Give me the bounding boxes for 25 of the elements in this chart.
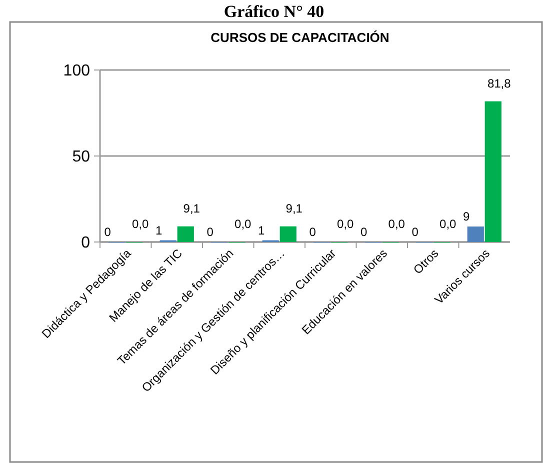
data-label: 1: [155, 223, 162, 238]
data-label: 9,1: [183, 201, 200, 216]
data-label: 0,0: [337, 217, 354, 231]
y-tick-label: 100: [63, 62, 90, 80]
data-label: 0: [206, 225, 214, 239]
data-label: 0,0: [234, 217, 252, 231]
data-label: 0: [360, 225, 368, 239]
data-label: 0: [309, 225, 316, 239]
data-label: 81,8: [487, 76, 512, 90]
data-label: 0: [104, 225, 112, 239]
y-tick-label: 50: [72, 148, 90, 166]
bar: [467, 226, 484, 242]
chart-subtitle: CURSOS DE CAPACITACIÓN: [210, 30, 390, 45]
data-label: 1: [258, 223, 265, 238]
data-label: 0,0: [440, 217, 457, 231]
bar: [177, 226, 194, 242]
data-label: 0,0: [132, 217, 150, 231]
data-label: 0,0: [388, 217, 406, 231]
bar: [280, 226, 296, 242]
data-label: 9,1: [286, 201, 303, 216]
chart-title: Gráfico N° 40: [224, 2, 324, 21]
data-label: 9: [462, 210, 470, 224]
data-label: 0: [412, 225, 419, 239]
y-tick-label: 0: [81, 234, 90, 252]
bar: [484, 101, 502, 242]
